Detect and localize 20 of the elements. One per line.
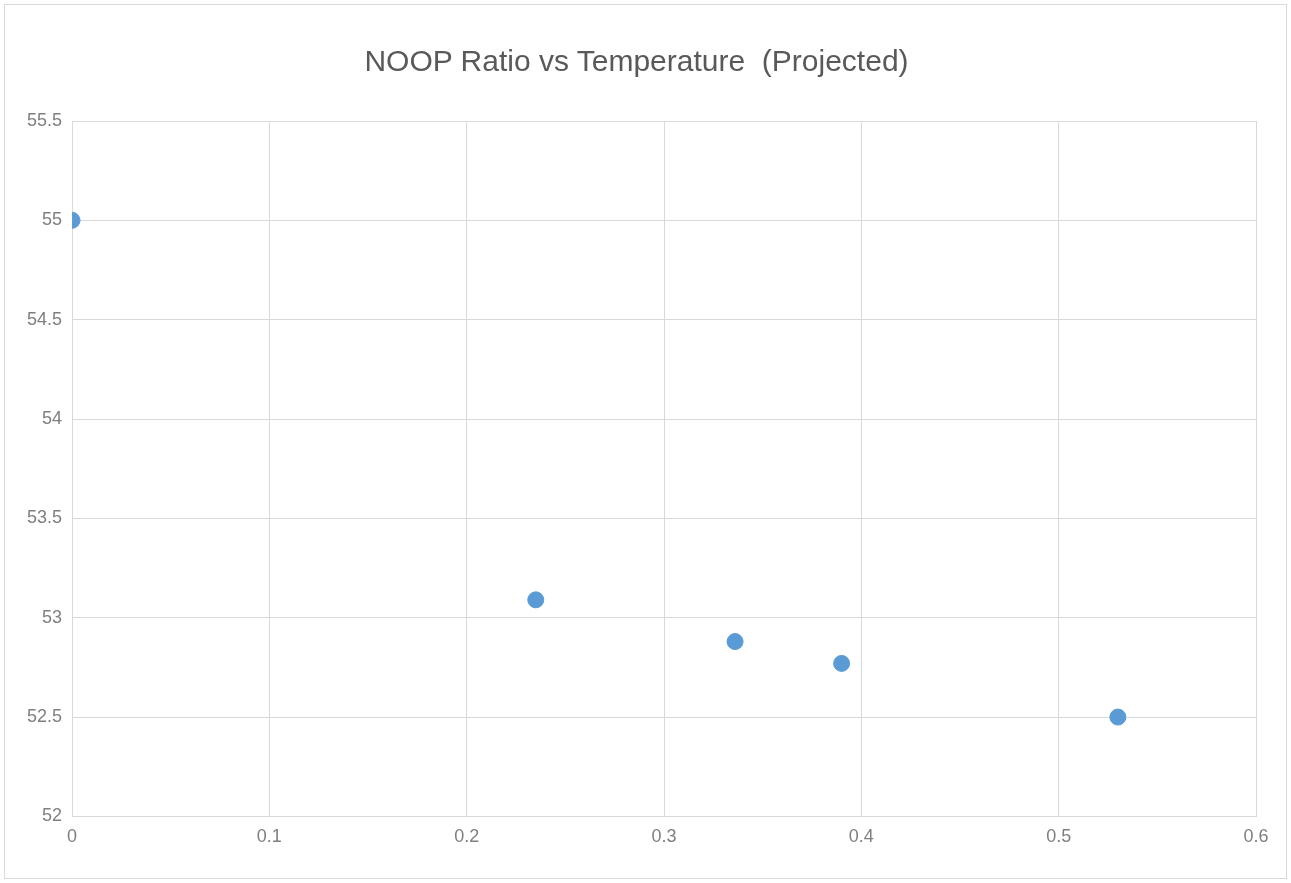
y-tick-label: 53 bbox=[42, 606, 63, 627]
x-tick-label: 0.3 bbox=[651, 826, 677, 847]
y-tick-label: 55.5 bbox=[26, 109, 63, 130]
x-tick-label: 0.4 bbox=[848, 826, 874, 847]
x-tick-label: 0.2 bbox=[454, 826, 480, 847]
x-tick-label: 0 bbox=[67, 826, 78, 847]
point bbox=[1109, 708, 1127, 726]
point bbox=[726, 633, 744, 651]
point bbox=[527, 591, 545, 609]
y-tick-label: 52 bbox=[42, 805, 63, 826]
x-tick-label: 0.1 bbox=[256, 826, 282, 847]
y-tick-label: 53.5 bbox=[26, 507, 63, 528]
point bbox=[833, 654, 851, 672]
y-tick-label: 52.5 bbox=[26, 706, 63, 727]
y-tick-label: 54.5 bbox=[26, 308, 63, 329]
y-tick-label: 55 bbox=[42, 209, 63, 230]
y-tick-label: 54 bbox=[42, 408, 63, 428]
chart-title: NOOP Ratio vs Temperature (Projected) bbox=[364, 44, 909, 78]
x-tick-label: 0.6 bbox=[1243, 826, 1269, 847]
x-tick-label: 0.5 bbox=[1046, 826, 1072, 847]
